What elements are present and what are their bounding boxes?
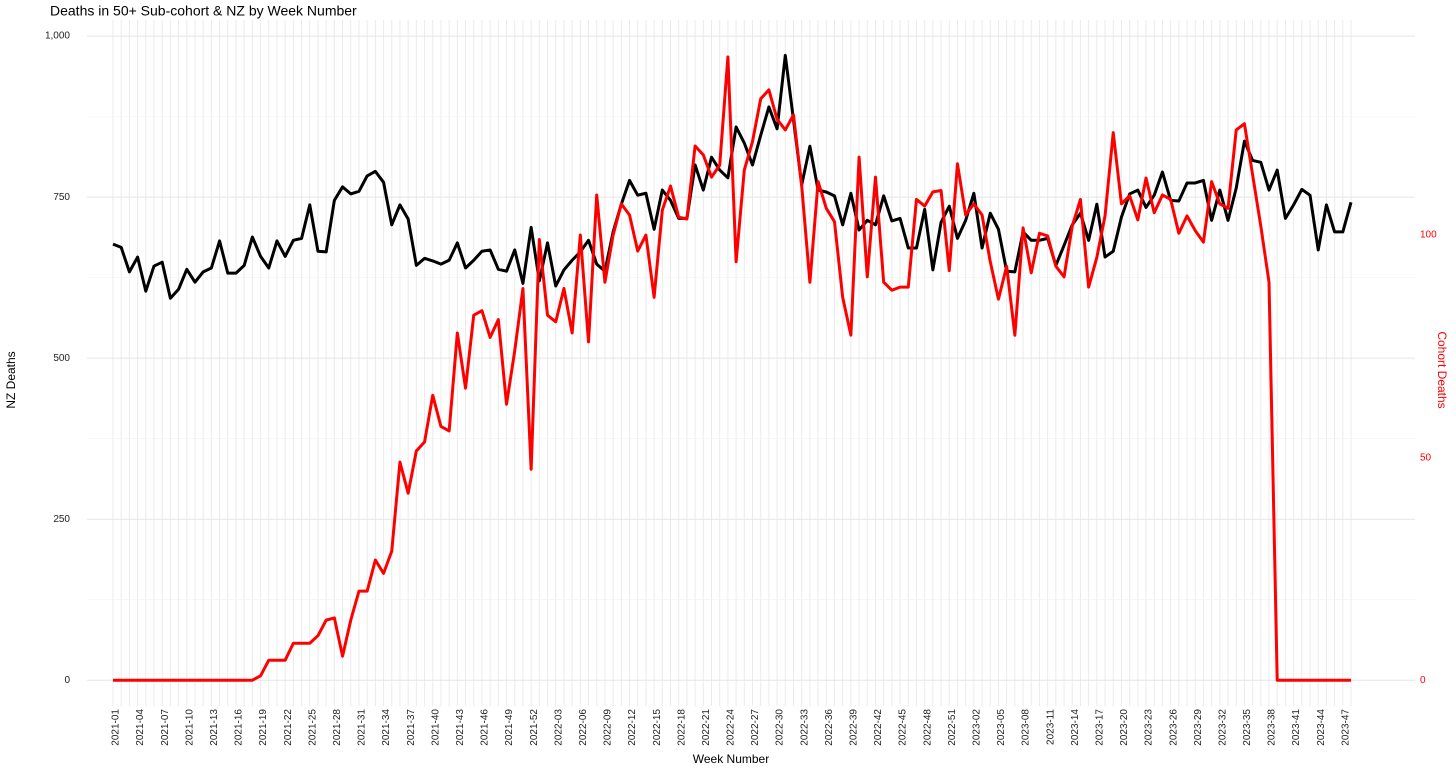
y-axis-title: NZ Deaths: [4, 351, 18, 408]
x-tick-label: 2021-40: [430, 709, 441, 746]
x-tick-label: 2021-07: [160, 709, 171, 746]
x-tick-label: 2021-46: [480, 709, 491, 746]
x-tick-label: 2023-11: [1045, 709, 1056, 745]
x-tick-label: 2022-42: [873, 709, 884, 746]
x-tick-label: 2022-51: [947, 709, 958, 746]
y-tick-label: 500: [53, 353, 70, 364]
x-tick-label: 2021-28: [332, 709, 343, 746]
x-axis-title: Week Number: [693, 752, 769, 766]
x-tick-label: 2021-04: [135, 709, 146, 746]
x-tick-label: 2021-43: [455, 709, 466, 746]
chart-title: Deaths in 50+ Sub-cohort & NZ by Week Nu…: [50, 3, 357, 19]
x-tick-label: 2021-10: [184, 709, 195, 746]
x-tick-label: 2023-47: [1340, 709, 1351, 746]
x-tick-label: 2023-32: [1217, 709, 1228, 746]
x-tick-label: 2022-45: [898, 709, 909, 746]
x-tick-label: 2021-22: [283, 709, 294, 746]
x-tick-label: 2022-06: [578, 709, 589, 746]
x-tick-label: 2021-34: [381, 709, 392, 746]
x-tick-label: 2023-23: [1144, 709, 1155, 746]
x-tick-label: 2021-37: [406, 709, 417, 746]
y-tick-label: 750: [53, 192, 70, 203]
x-tick-label: 2023-44: [1316, 709, 1327, 746]
x-tick-label: 2023-08: [1021, 709, 1032, 746]
x-tick-label: 2022-48: [922, 709, 933, 746]
x-tick-label: 2022-30: [775, 709, 786, 746]
x-tick-label: 2022-36: [824, 709, 835, 746]
x-tick-label: 2021-19: [258, 709, 269, 746]
x-tick-label: 2021-01: [111, 709, 122, 746]
x-tick-label: 2023-29: [1193, 709, 1204, 746]
x-tick-label: 2023-05: [996, 709, 1007, 746]
x-tick-label: 2022-24: [726, 709, 737, 746]
x-tick-label: 2023-14: [1070, 709, 1081, 746]
x-tick-label: 2023-35: [1242, 709, 1253, 746]
x-tick-label: 2021-25: [307, 709, 318, 746]
x-tick-label: 2022-18: [676, 709, 687, 746]
x-tick-label: 2022-09: [603, 709, 614, 746]
x-tick-label: 2021-49: [504, 709, 515, 746]
x-tick-label: 2023-17: [1094, 709, 1105, 746]
x-tick-label: 2023-38: [1267, 709, 1278, 746]
x-tick-label: 2022-12: [627, 709, 638, 746]
x-tick-label: 2022-03: [553, 709, 564, 746]
y2-tick-label: 50: [1420, 452, 1432, 463]
x-tick-label: 2022-21: [701, 709, 712, 746]
x-tick-label: 2021-52: [529, 709, 540, 746]
x-tick-label: 2023-20: [1119, 709, 1130, 746]
y-tick-label: 1,000: [45, 31, 70, 42]
x-tick-label: 2023-26: [1168, 709, 1179, 746]
y2-axis-title: Cohort Deaths: [1435, 331, 1449, 408]
x-tick-label: 2022-15: [652, 709, 663, 746]
x-tick-label: 2023-41: [1291, 709, 1302, 746]
y2-tick-label: 100: [1420, 230, 1437, 241]
x-tick-label: 2022-39: [849, 709, 860, 746]
y-tick-label: 0: [64, 675, 70, 686]
x-tick-label: 2021-16: [234, 709, 245, 746]
x-tick-label: 2021-13: [209, 709, 220, 746]
x-tick-label: 2022-33: [799, 709, 810, 746]
y2-tick-label: 0: [1420, 675, 1426, 686]
x-tick-label: 2023-02: [972, 709, 983, 746]
series-line: [113, 55, 1351, 682]
x-tick-label: 2022-27: [750, 709, 761, 746]
y-tick-label: 250: [53, 514, 70, 525]
x-tick-label: 2021-31: [357, 709, 368, 746]
